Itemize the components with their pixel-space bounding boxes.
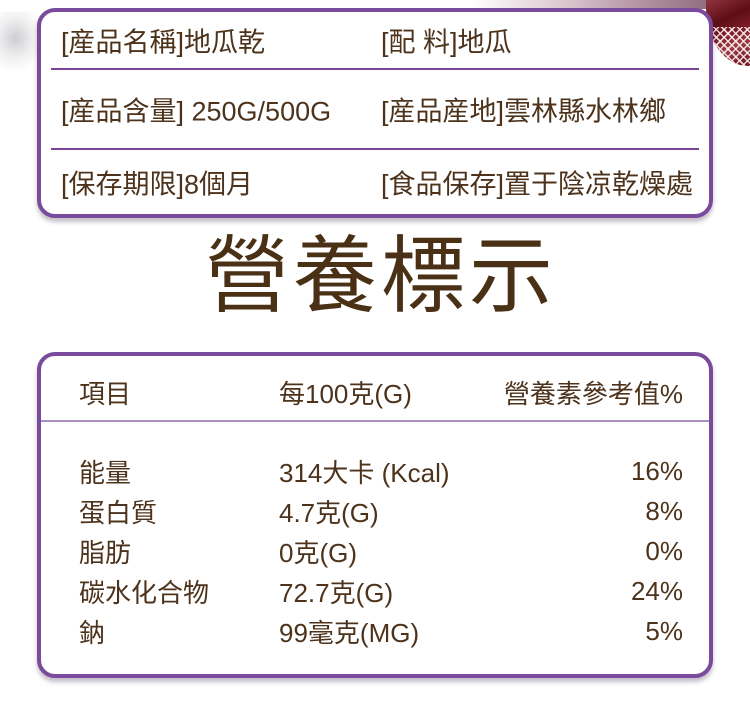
row-item: 鈉: [79, 617, 106, 648]
net-content-label: [産品含量] 250G/500G: [61, 96, 332, 127]
row-value: 4.7克(G): [279, 497, 379, 528]
table-row-carbohydrate: 碳水化合物 72.7克(G) 24%: [41, 571, 709, 611]
divider: [51, 68, 699, 70]
row-item: 脂肪: [79, 537, 132, 568]
row-item: 能量: [79, 457, 132, 488]
row-value: 99毫克(MG): [279, 617, 420, 648]
row-value: 72.7克(G): [279, 577, 394, 608]
info-row-content-origin: [産品含量] 250G/500G [産品産地]雲林縣水林鄉: [41, 70, 709, 148]
nutrition-table-header: 項目 每100克(G) 營養素參考值%: [41, 356, 709, 420]
row-value: 0克(G): [279, 537, 358, 568]
header-divider: [41, 420, 709, 422]
row-nrv: 16%: [630, 455, 683, 486]
header-item: 項目: [79, 378, 132, 409]
row-item: 蛋白質: [79, 497, 158, 528]
table-row-energy: 能量 314大卡 (Kcal) 16%: [41, 451, 709, 491]
storage-label: [食品保存]置于陰凉乾燥處: [381, 169, 694, 200]
row-nrv: 8%: [645, 495, 683, 526]
nutrition-table-body: 能量 314大卡 (Kcal) 16% 蛋白質 4.7克(G) 8% 脂肪 0克…: [41, 422, 709, 651]
table-row-protein: 蛋白質 4.7克(G) 8%: [41, 491, 709, 531]
divider: [51, 148, 699, 150]
header-nrv: 營養素參考值%: [503, 378, 683, 409]
marble-texture: [0, 12, 44, 70]
page-title: 營養標示: [204, 229, 557, 323]
nutrition-table-box: 項目 每100克(G) 營養素參考值% 能量 314大卡 (Kcal) 16% …: [37, 352, 713, 678]
photo-top-sliver: [340, 0, 715, 9]
lattice-pattern: [706, 27, 750, 66]
product-name-label: [産品名稱]地瓜乾: [61, 27, 266, 58]
shelf-life-label: [保存期限]8個月: [61, 169, 254, 200]
origin-label: [産品産地]雲林縣水林鄉: [381, 96, 667, 127]
product-info-box: [産品名稱]地瓜乾 [配 料]地瓜 [産品含量] 250G/500G [産品産地…: [37, 8, 713, 218]
table-row-fat: 脂肪 0克(G) 0%: [41, 531, 709, 571]
ingredients-label: [配 料]地瓜: [381, 27, 512, 58]
header-per100: 每100克(G): [279, 378, 412, 409]
row-nrv: 5%: [645, 615, 683, 646]
info-row-name-ingredients: [産品名稱]地瓜乾 [配 料]地瓜: [41, 12, 709, 68]
table-row-sodium: 鈉 99毫克(MG) 5%: [41, 611, 709, 651]
row-value: 314大卡 (Kcal): [279, 457, 450, 488]
row-nrv: 24%: [630, 575, 683, 606]
dried-fruit-photo-fragment: [706, 0, 750, 66]
row-nrv: 0%: [645, 535, 683, 566]
row-item: 碳水化合物: [79, 577, 210, 608]
info-row-shelf-storage: [保存期限]8個月 [食品保存]置于陰凉乾燥處: [41, 150, 709, 214]
